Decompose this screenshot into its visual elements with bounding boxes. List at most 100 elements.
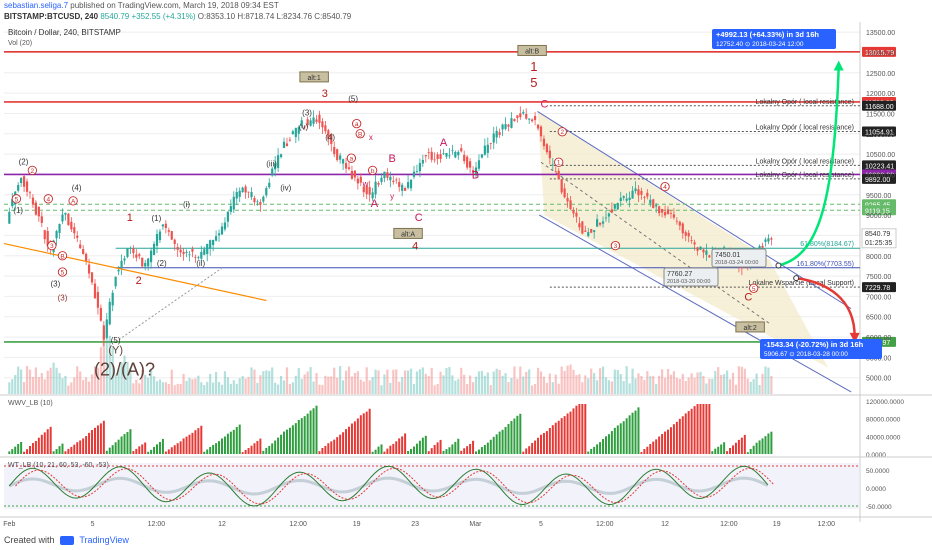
volume-bar: [652, 375, 655, 394]
wwv-bar: [218, 441, 221, 454]
volume-bar: [687, 377, 690, 394]
wwv-bar: [510, 421, 513, 454]
wave-circle-text: 4: [46, 196, 50, 203]
wwv-bar: [655, 439, 658, 454]
wave-label: (4): [72, 184, 82, 193]
wwv-bar: [158, 441, 161, 454]
volume-bar: [598, 368, 602, 394]
wwv-bar: [749, 448, 752, 454]
wwv-bar: [235, 427, 238, 454]
volume-bar: [315, 373, 318, 394]
chart-area[interactable]: Lokalny Opór ( local resistance) Lokalny …: [0, 22, 932, 531]
candle-body: [22, 176, 26, 187]
candle-body: [646, 192, 649, 197]
candle-body: [161, 224, 165, 227]
candle-body: [347, 167, 351, 170]
volume-bar: [672, 371, 676, 394]
wt-line-fast: [8, 465, 769, 507]
candle-body: [300, 120, 303, 126]
wave-label: x: [369, 133, 373, 142]
candle-body: [699, 246, 702, 250]
candle-body: [480, 154, 484, 158]
volume-bar: [277, 384, 280, 394]
volume-bar: [155, 381, 159, 394]
candle-body: [643, 196, 646, 198]
wwv-bar: [501, 429, 504, 454]
author-link[interactable]: sebastian.seliga.7: [4, 1, 69, 10]
wwv-bar: [220, 438, 223, 454]
channel-mid-line: [540, 161, 772, 326]
candle-body: [655, 205, 658, 207]
wwv-bar: [664, 431, 667, 454]
candle-body: [359, 176, 362, 183]
volume-bar: [123, 355, 126, 394]
volume-bar: [418, 369, 421, 394]
candle-body: [362, 186, 365, 193]
wwv-bar: [575, 405, 578, 454]
wwv-bar: [507, 423, 510, 454]
candle-body: [90, 272, 94, 283]
wave-label: (2)/(A)?: [94, 360, 155, 380]
wwv-bar: [619, 423, 622, 454]
axis-level-tag: [862, 100, 896, 111]
volume-bar: [40, 372, 43, 394]
volume-bar: [725, 370, 729, 394]
wave-box: [735, 321, 765, 333]
volume-bar: [584, 375, 587, 394]
wwv-bar: [123, 434, 126, 454]
wave-circle: [660, 181, 670, 192]
candle-body: [489, 142, 492, 144]
wave-circle: [346, 153, 357, 163]
volume-bar: [274, 382, 277, 394]
wwv-bar: [14, 446, 17, 454]
volume-bar: [64, 375, 67, 394]
volume-bar: [259, 375, 262, 394]
volume-bar: [31, 376, 35, 394]
volume-bar: [678, 378, 681, 394]
candle-body: [279, 154, 283, 158]
wwv-bar: [761, 438, 764, 454]
volume-bar: [445, 368, 448, 394]
candle-body: [76, 235, 79, 238]
volume-bar: [460, 367, 463, 394]
wave-circle-text: 1: [557, 160, 561, 167]
volume-bar: [253, 369, 256, 394]
green-arrowhead: [833, 60, 844, 71]
candle-body: [622, 196, 625, 198]
volume-bar: [607, 380, 611, 394]
candle-body: [569, 200, 572, 209]
axis-level-tag: [862, 173, 896, 184]
wwv-bar: [265, 447, 268, 454]
wwv-bar: [28, 445, 31, 454]
wwv-bar: [602, 439, 605, 454]
candle-body: [687, 232, 690, 237]
candle-body: [235, 191, 238, 199]
wwv-bar: [427, 451, 430, 454]
candle-body: [584, 230, 587, 232]
candle-body: [232, 196, 235, 210]
candle-body: [200, 251, 203, 259]
tradingview-brand[interactable]: TradingView: [79, 535, 129, 545]
volume-bar: [43, 379, 46, 394]
wwv-bar: [303, 416, 306, 454]
candle-body: [123, 258, 126, 261]
axis-level-text: 9892.00: [865, 177, 890, 184]
volume-bar: [699, 371, 702, 394]
wwv-bar: [156, 444, 159, 454]
candle-body: [294, 127, 297, 137]
volume-bar: [383, 374, 386, 394]
wwv-bar: [696, 404, 699, 454]
candle-body: [138, 254, 141, 257]
wwv-bar: [410, 448, 413, 454]
time-tick: 12:00: [148, 521, 166, 528]
proj-start-dot: [775, 262, 782, 269]
candle-body: [533, 115, 537, 121]
wave-circle: [47, 240, 57, 251]
volume-bar: [770, 376, 773, 394]
volume-bar: [297, 368, 300, 394]
volume-bar: [613, 369, 616, 394]
candle-body: [46, 230, 49, 247]
wwv-bar: [746, 452, 749, 454]
candle-body: [672, 214, 676, 218]
volume-bar: [601, 366, 605, 394]
